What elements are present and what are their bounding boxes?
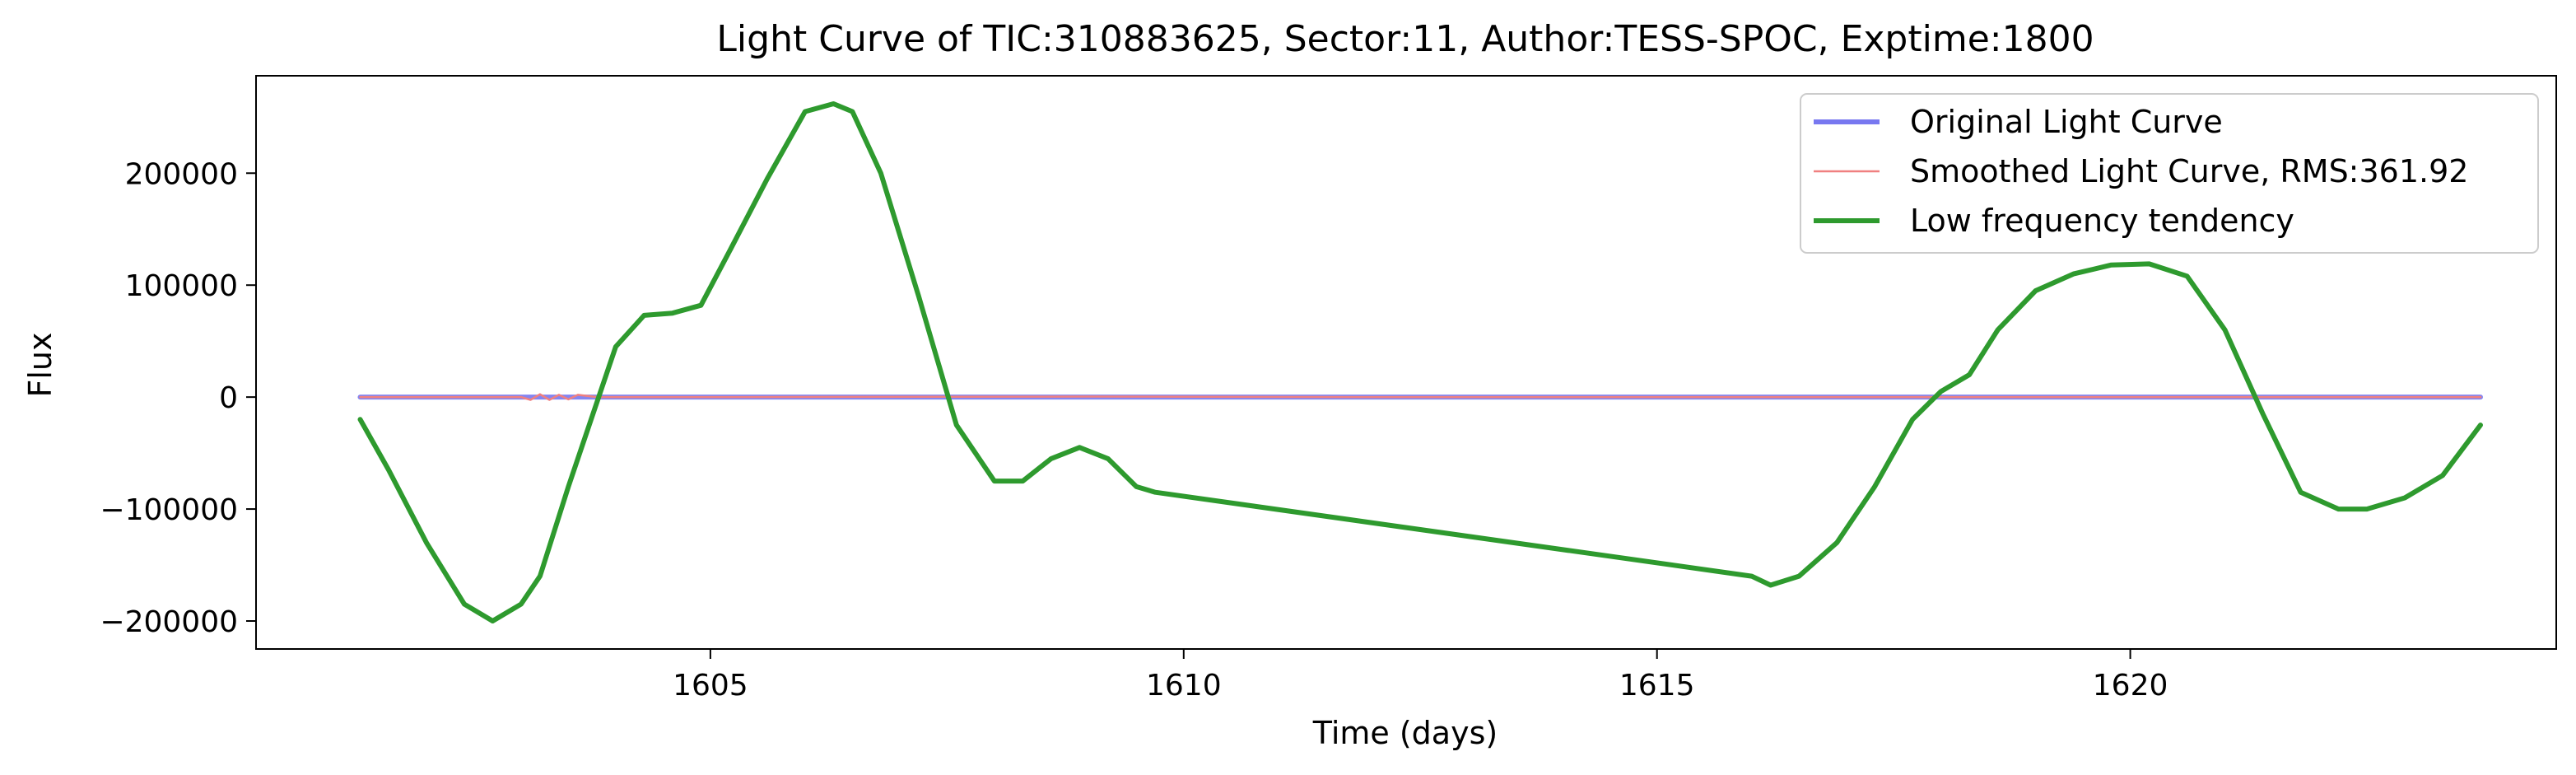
legend-frame bbox=[1800, 93, 2539, 254]
plot-frame bbox=[255, 75, 2557, 650]
y-axis-label: Flux bbox=[22, 333, 58, 398]
y-tick-label: 200000 bbox=[125, 157, 238, 191]
y-tick-label: −200000 bbox=[100, 605, 238, 639]
x-tick-label: 1605 bbox=[673, 669, 748, 703]
y-tick-label: −100000 bbox=[100, 493, 238, 527]
x-tick-label: 1615 bbox=[1619, 669, 1695, 703]
y-tick-label: 0 bbox=[219, 381, 238, 415]
series-line-3 bbox=[357, 101, 2483, 623]
legend: Original Light Curve Smoothed Light Curve… bbox=[1800, 93, 2539, 254]
y-axis-ticks: −200000 −100000 0 100000 200000 bbox=[100, 157, 256, 639]
x-axis-label: Time (days) bbox=[1312, 715, 1498, 751]
legend-items: Original Light Curve Smoothed Light Curve… bbox=[1814, 104, 2468, 239]
x-axis-ticks: 1605 1610 1615 1620 bbox=[673, 649, 2168, 703]
legend-label: Smoothed Light Curve, RMS:361.92 bbox=[1910, 153, 2468, 189]
legend-label: Low frequency tendency bbox=[1910, 203, 2294, 239]
series-layer bbox=[357, 101, 2483, 623]
legend-label: Original Light Curve bbox=[1910, 104, 2223, 140]
x-tick-label: 1620 bbox=[2093, 669, 2168, 703]
x-tick-label: 1610 bbox=[1146, 669, 1222, 703]
plot-area bbox=[255, 75, 2557, 650]
y-tick-label: 100000 bbox=[125, 269, 238, 303]
series-line-2 bbox=[359, 393, 2482, 401]
chart-title: Light Curve of TIC:310883625, Sector:11,… bbox=[716, 18, 2094, 60]
